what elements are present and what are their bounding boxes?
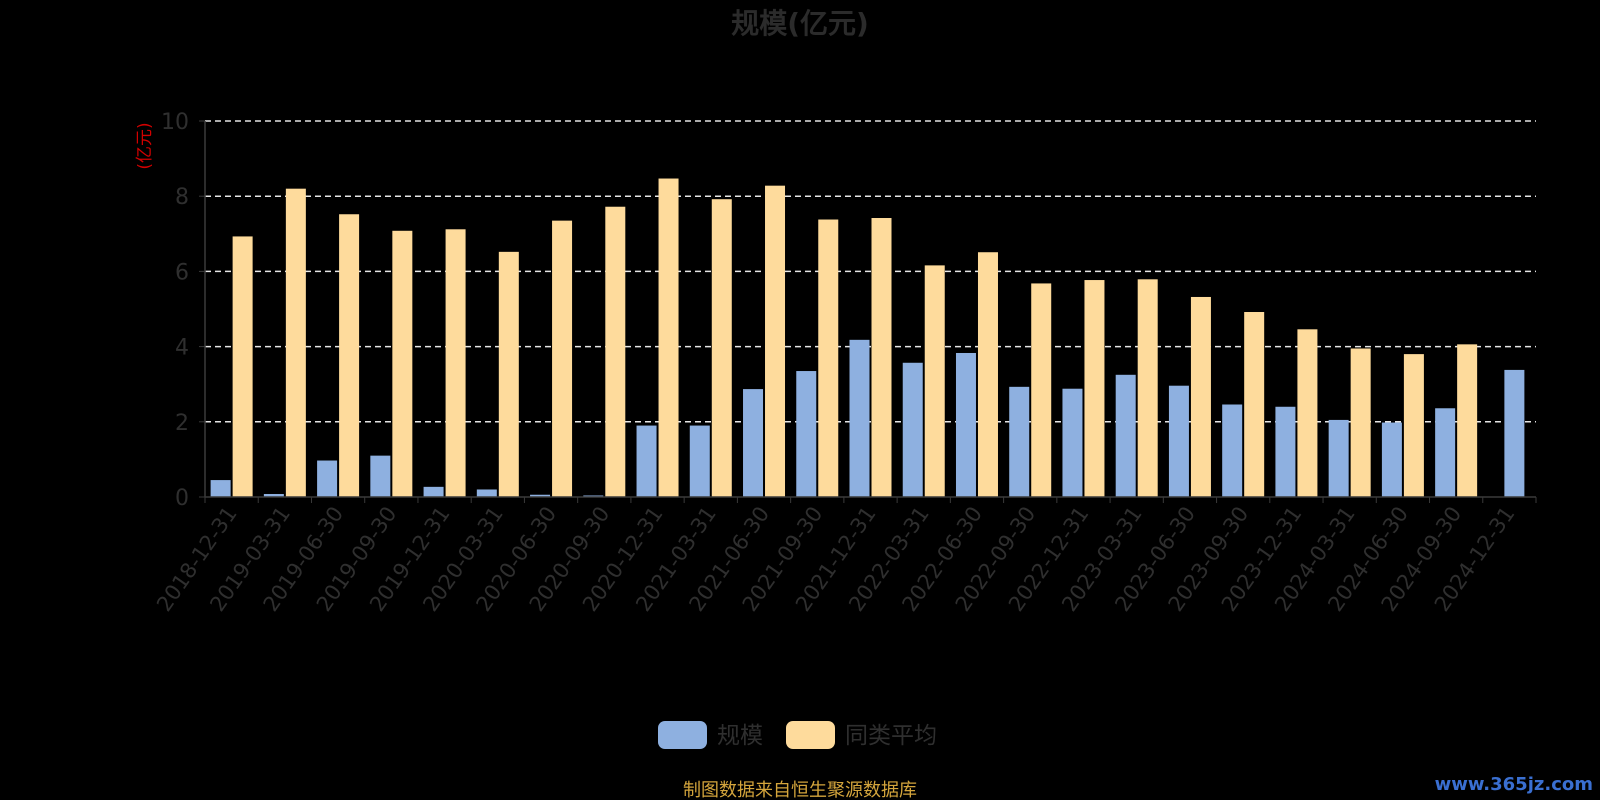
data-source-note: 制图数据来自恒生聚源数据库 — [683, 780, 917, 800]
bar-规模 — [1275, 406, 1296, 497]
bar-规模 — [796, 371, 817, 497]
bar-同类平均 — [1031, 283, 1052, 497]
bar-同类平均 — [392, 230, 413, 498]
bar-同类平均 — [1403, 354, 1424, 497]
bar-同类平均 — [1190, 296, 1211, 497]
bar-规模 — [583, 495, 604, 497]
bar-规模 — [370, 455, 391, 497]
y-tick-label: 6 — [175, 260, 189, 285]
legend-swatch[interactable] — [786, 721, 835, 749]
bar-规模 — [743, 389, 764, 497]
chart-title: 规模(亿元) — [731, 7, 869, 40]
bar-同类平均 — [977, 252, 998, 497]
bar-同类平均 — [818, 219, 839, 497]
bar-规模 — [1381, 422, 1402, 497]
bar-规模 — [849, 339, 870, 497]
y-tick-label: 0 — [175, 486, 189, 511]
bar-规模 — [530, 494, 551, 497]
bar-规模 — [1168, 385, 1189, 497]
bar-同类平均 — [1084, 280, 1105, 497]
y-tick-label: 4 — [175, 336, 189, 361]
bar-同类平均 — [1350, 348, 1371, 497]
legend-label[interactable]: 同类平均 — [845, 723, 937, 749]
y-axis-unit: (亿元) — [135, 122, 155, 169]
bar-同类平均 — [498, 251, 519, 497]
bar-规模 — [1328, 419, 1349, 497]
bar-规模 — [210, 480, 231, 497]
bar-规模 — [1435, 408, 1456, 497]
bar-规模 — [1115, 374, 1136, 497]
bar-同类平均 — [605, 206, 626, 497]
bar-规模 — [955, 352, 976, 497]
bar-同类平均 — [1137, 279, 1158, 497]
bar-规模 — [636, 425, 657, 497]
bar-规模 — [1009, 386, 1030, 497]
bar-同类平均 — [658, 178, 679, 497]
bar-规模 — [1504, 369, 1525, 497]
bar-同类平均 — [552, 220, 573, 497]
bar-同类平均 — [1244, 312, 1265, 497]
bar-同类平均 — [1457, 344, 1478, 497]
bar-规模 — [263, 493, 284, 497]
axes: 02468102018-12-312019-03-312019-06-30201… — [152, 110, 1537, 616]
legend[interactable]: 规模 同类平均 — [658, 721, 937, 749]
bar-同类平均 — [445, 229, 466, 497]
legend-label[interactable]: 规模 — [717, 723, 763, 749]
watermark: www.365jz.com — [1435, 774, 1593, 795]
y-tick-label: 8 — [175, 185, 189, 210]
bar-规模 — [476, 489, 497, 497]
bar-同类平均 — [765, 185, 786, 497]
bar-同类平均 — [1297, 329, 1318, 497]
bar-同类平均 — [285, 188, 306, 497]
bar-规模 — [1062, 388, 1083, 497]
bar-规模 — [423, 486, 444, 497]
y-tick-label: 2 — [175, 411, 189, 436]
bar-规模 — [1222, 404, 1243, 497]
bar-同类平均 — [232, 236, 253, 497]
bars — [210, 178, 1525, 498]
bar-同类平均 — [924, 265, 945, 497]
bar-规模 — [902, 362, 923, 497]
bar-同类平均 — [871, 218, 892, 497]
bar-规模 — [317, 460, 338, 497]
bar-同类平均 — [339, 214, 360, 498]
legend-swatch[interactable] — [658, 721, 707, 749]
bar-同类平均 — [711, 199, 732, 497]
grid — [205, 120, 1536, 423]
bar-规模 — [689, 425, 710, 497]
y-tick-label: 10 — [161, 110, 189, 135]
